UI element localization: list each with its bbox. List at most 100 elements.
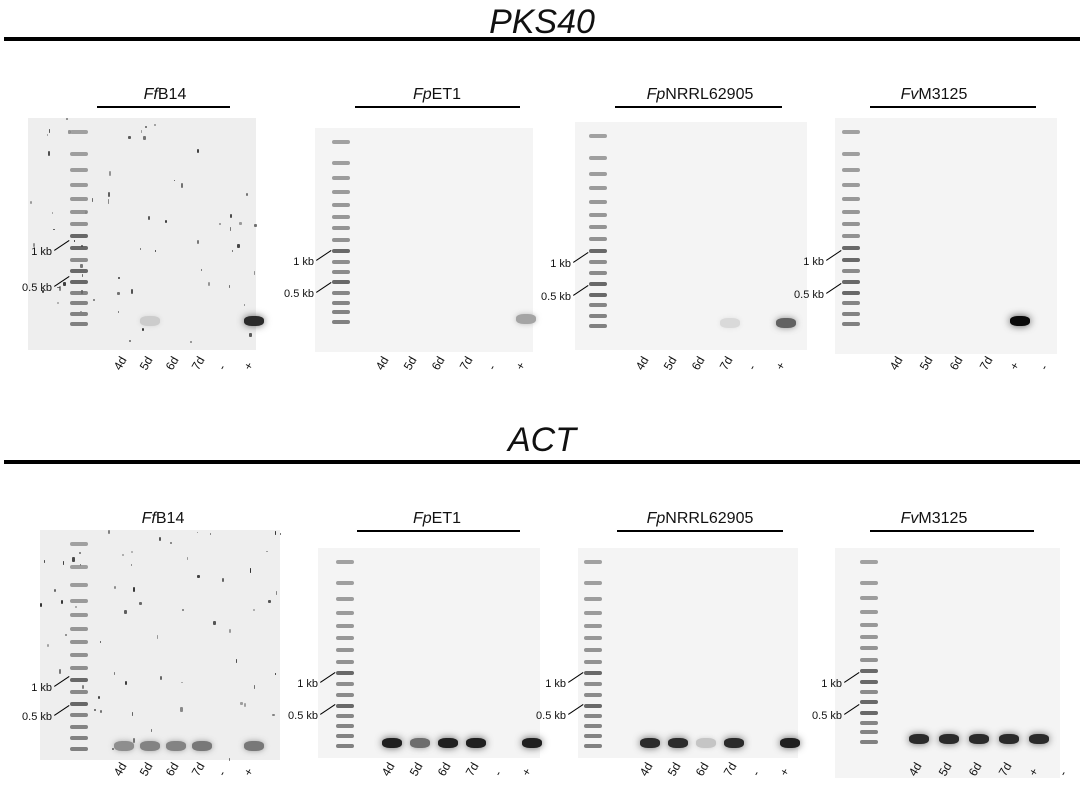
gel-speck: [129, 339, 131, 343]
lane-label: +: [518, 765, 535, 779]
gel-speck: [148, 215, 150, 221]
ladder-band: [842, 152, 860, 156]
gel-speck: [228, 628, 232, 633]
gel-speck: [128, 135, 132, 139]
gel-speck: [271, 713, 275, 716]
gel-speck: [160, 675, 162, 681]
strain-label: FvM3125: [901, 86, 968, 104]
lane-label: +: [512, 359, 529, 373]
gel-speck: [201, 269, 203, 272]
sample-band: [114, 741, 134, 751]
ladder-band: [584, 596, 602, 601]
ladder-band: [589, 237, 607, 242]
lane-label: 4d: [886, 353, 906, 373]
ladder-band: [332, 259, 350, 264]
gel-speck: [58, 668, 62, 674]
ladder-band: [589, 248, 607, 253]
ladder-band: [860, 560, 878, 564]
ladder-band: [332, 270, 350, 275]
ladder-band: [332, 290, 350, 295]
ladder-band: [332, 160, 350, 165]
ladder-band: [70, 613, 88, 618]
sample-band: [438, 738, 458, 748]
lane-label: 7d: [462, 759, 482, 779]
ladder-band: [842, 279, 860, 284]
gel-speck: [78, 551, 81, 555]
gel-speck: [209, 533, 212, 535]
gel-speck: [253, 684, 256, 689]
section-title-act: ACT: [508, 421, 576, 459]
gel-speck: [267, 599, 271, 604]
gel-speck: [253, 270, 256, 275]
sample-band: [410, 738, 430, 748]
ladder-band: [589, 212, 607, 217]
gel-speck: [29, 201, 32, 205]
strain-underline: [870, 530, 1034, 532]
lane-label: 7d: [456, 353, 476, 373]
gel-speck: [72, 557, 75, 562]
gel-speck: [81, 273, 83, 278]
lane-label: 5d: [136, 759, 156, 779]
ladder-band: [336, 623, 354, 628]
ladder-band: [584, 713, 602, 718]
gel-speck: [43, 559, 46, 563]
gel-speck: [274, 673, 277, 676]
sample-band: [382, 738, 402, 748]
sample-band: [668, 738, 688, 748]
gel-speck: [61, 600, 64, 604]
ladder-band: [332, 310, 350, 315]
lane-label: 4d: [110, 353, 130, 373]
ladder-band: [860, 740, 878, 744]
gel-speck: [80, 310, 82, 312]
ladder-band: [332, 226, 350, 231]
gel-speck: [274, 531, 277, 535]
gel-speck: [62, 560, 64, 565]
ladder-band: [336, 560, 354, 564]
gel-speck: [219, 222, 222, 225]
gel-speck: [130, 289, 133, 295]
ladder-band: [70, 209, 88, 214]
ladder-band: [584, 636, 602, 641]
ladder-band: [860, 710, 878, 715]
ladder-band: [70, 279, 88, 284]
ladder-band: [70, 268, 88, 273]
section-rule-act: [4, 460, 1080, 464]
gel-speck: [266, 550, 269, 552]
ladder-band: [584, 744, 602, 748]
strain-isolate: ET1: [431, 86, 462, 103]
gel-speck: [65, 118, 68, 120]
ladder-band: [336, 744, 354, 748]
marker-1kb-label: 1 kb: [31, 246, 52, 258]
strain-underline: [617, 530, 783, 532]
lane-label: 6d: [434, 759, 454, 779]
lane-label: -: [1036, 362, 1051, 373]
strain-label: FfB14: [144, 86, 187, 104]
strain-underline: [615, 106, 782, 108]
ladder-band: [70, 196, 88, 201]
lane-label: 6d: [162, 353, 182, 373]
gel-speck: [41, 290, 44, 294]
gel-speck: [52, 228, 55, 230]
marker-1kb-label: 1 kb: [803, 256, 824, 268]
lane-label: -: [748, 768, 763, 779]
ladder-band: [336, 724, 354, 729]
gel-speck: [125, 681, 128, 686]
strain-isolate: M3125: [918, 86, 968, 103]
ladder-band: [336, 682, 354, 687]
ladder-band: [70, 690, 88, 695]
ladder-band: [589, 313, 607, 318]
gel-speck: [100, 709, 102, 714]
gel-speck: [181, 183, 183, 189]
gel-speck: [117, 277, 121, 280]
lane-label: 7d: [188, 353, 208, 373]
gel-speck: [248, 333, 252, 337]
ladder-band: [842, 311, 860, 316]
ladder-band: [842, 322, 860, 326]
ladder-band: [336, 648, 354, 653]
ladder-band: [860, 595, 878, 600]
strain-isolate: B14: [155, 510, 185, 527]
lane-label: 5d: [400, 353, 420, 373]
gel-speck: [121, 554, 124, 556]
ladder-band: [584, 560, 602, 564]
ladder-band: [589, 134, 607, 138]
